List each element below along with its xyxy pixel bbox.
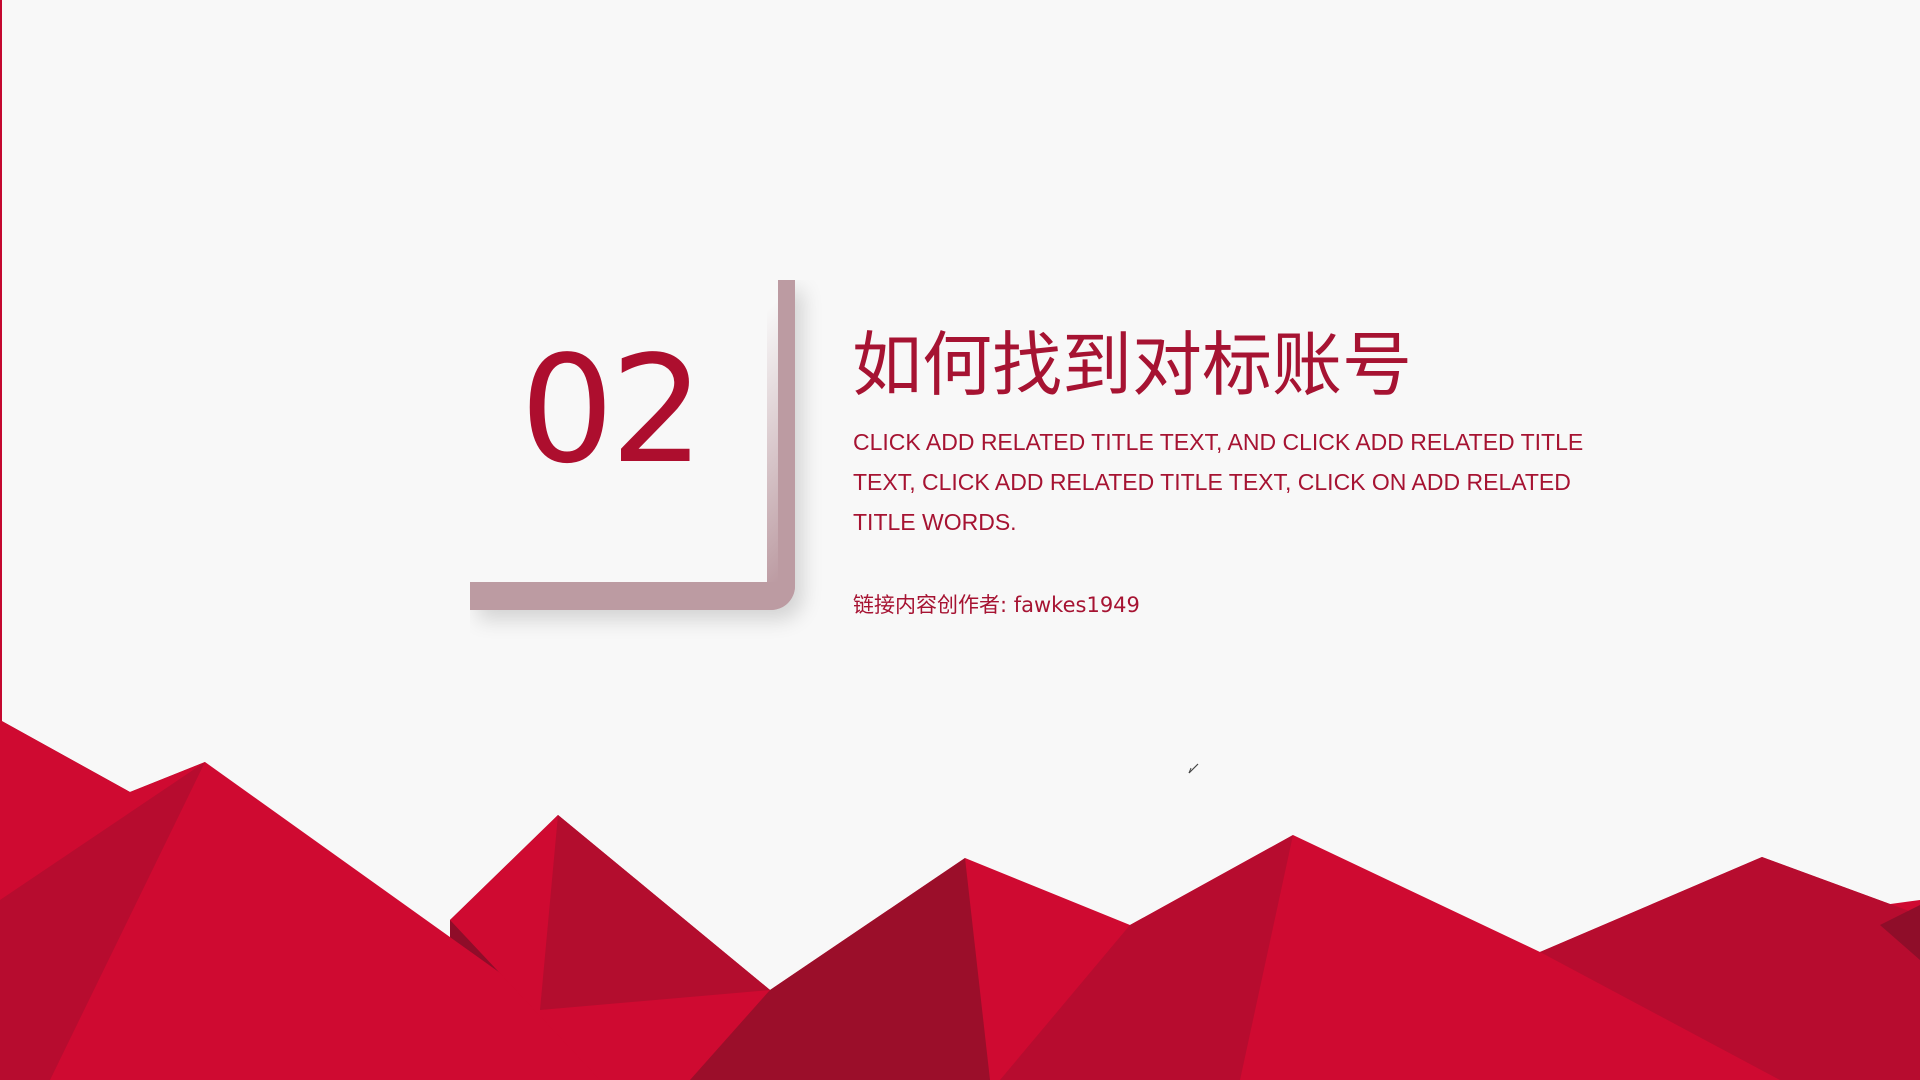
mountain-center-shade: [540, 815, 770, 1010]
mountain-center-dark: [690, 858, 990, 1080]
section-number: 02: [520, 324, 704, 496]
author-credit: 链接内容创作者: fawkes1949: [853, 593, 1140, 617]
slide-subtitle: CLICK ADD RELATED TITLE TEXT, AND CLICK …: [853, 429, 1584, 535]
mountain-back-left: [0, 720, 205, 1080]
mountain-center: [450, 815, 1920, 1080]
mountain-back-center: [450, 815, 770, 1080]
mountain-back-right: [1450, 857, 1920, 1080]
slide-title: 如何找到对标账号: [852, 324, 1412, 406]
mountain-mid-shade: [1000, 835, 1293, 1080]
mountain-left: [0, 720, 650, 1080]
number-card: 02: [458, 272, 800, 610]
left-edge-line: [0, 0, 2, 1080]
mountain-right-shade: [1540, 857, 1920, 1080]
mountain-left-shade: [0, 762, 205, 1080]
mountain-right-dark: [1880, 905, 1920, 960]
pen-cursor-icon: [1188, 763, 1199, 774]
